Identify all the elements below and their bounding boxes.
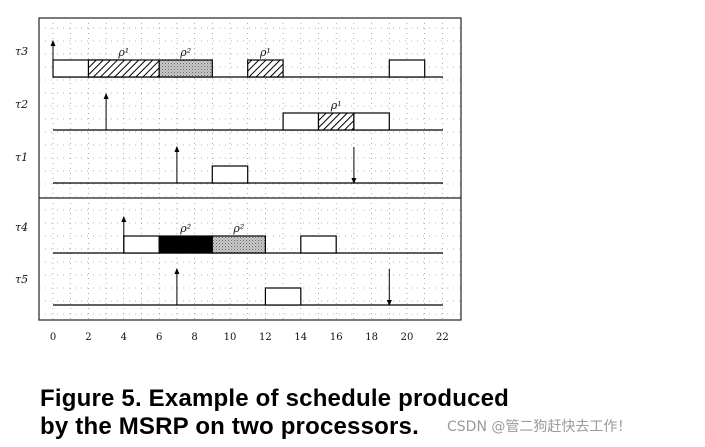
watermark: CSDN @管二狗赶快去工作！ [447, 419, 632, 435]
x-tick-label: 0 [50, 332, 56, 343]
task-label: τ2 [15, 98, 28, 111]
frame-border [38, 17, 462, 321]
execution-block [300, 235, 337, 254]
x-tick-label: 4 [121, 332, 127, 343]
deadline-arrow-head [386, 300, 392, 306]
caption-line-2: by the MSRP on two processors. [40, 413, 419, 440]
schedule-diagram: τ3 ρ¹ ρ² ρ¹ τ2 ρ¹ τ1 τ4 ρ² ρ² τ5 0 2 4 6 8 10 12 14 16 18 20… [15, 17, 462, 343]
execution-block [247, 59, 284, 78]
execution-block [353, 112, 390, 131]
x-tick-label: 14 [294, 332, 307, 343]
arrival-arrow-head [103, 93, 109, 99]
resource-label: ρ¹ [117, 46, 129, 59]
execution-block [317, 112, 355, 131]
execution-block [87, 59, 160, 78]
task-row: τ4 ρ² ρ² [15, 216, 443, 254]
execution-block [123, 235, 160, 254]
execution-block [388, 59, 426, 78]
task-row: τ3 ρ¹ ρ² ρ¹ [15, 40, 443, 78]
execution-block [264, 287, 302, 306]
execution-block [158, 59, 213, 78]
task-row: τ1 [15, 146, 443, 184]
x-tick-label: 10 [224, 332, 237, 343]
x-tick-label: 22 [436, 332, 449, 343]
task-label: τ5 [15, 273, 28, 286]
task-label: τ4 [15, 221, 28, 234]
execution-block [211, 165, 249, 184]
arrival-arrow-head [50, 40, 56, 46]
x-tick-label: 2 [85, 332, 91, 343]
resource-label: ρ² [232, 222, 244, 235]
arrival-arrow-head [121, 216, 127, 222]
caption-line-1: Figure 5. Example of schedule produced [40, 385, 510, 412]
execution-block [211, 235, 267, 254]
x-tick-label: 12 [259, 332, 272, 343]
x-tick-label: 8 [191, 332, 197, 343]
deadline-arrow-head [351, 178, 357, 184]
task-row: τ2 ρ¹ [15, 93, 443, 131]
task-label: τ1 [15, 151, 28, 164]
resource-label: ρ¹ [259, 46, 271, 59]
execution-block [282, 112, 320, 131]
x-axis: 0 2 4 6 8 10 12 14 16 18 20 22 [50, 332, 449, 343]
diagram-frame [38, 17, 462, 321]
resource-label: ρ¹ [330, 99, 342, 112]
x-tick-label: 18 [365, 332, 378, 343]
x-tick-label: 16 [330, 332, 343, 343]
task-label: τ3 [15, 45, 28, 58]
task-timelines: τ3 ρ¹ ρ² ρ¹ τ2 ρ¹ τ1 τ4 ρ² ρ² τ5 [15, 40, 443, 306]
resource-label: ρ² [179, 222, 191, 235]
execution-block [158, 235, 213, 254]
figure-caption: Figure 5. Example of schedule produced b… [40, 385, 680, 441]
resource-label: ρ² [179, 46, 191, 59]
arrival-arrow-head [174, 268, 180, 274]
task-row: τ5 [15, 268, 443, 306]
arrival-arrow-head [174, 146, 180, 152]
x-tick-label: 6 [156, 332, 162, 343]
x-tick-label: 20 [401, 332, 414, 343]
